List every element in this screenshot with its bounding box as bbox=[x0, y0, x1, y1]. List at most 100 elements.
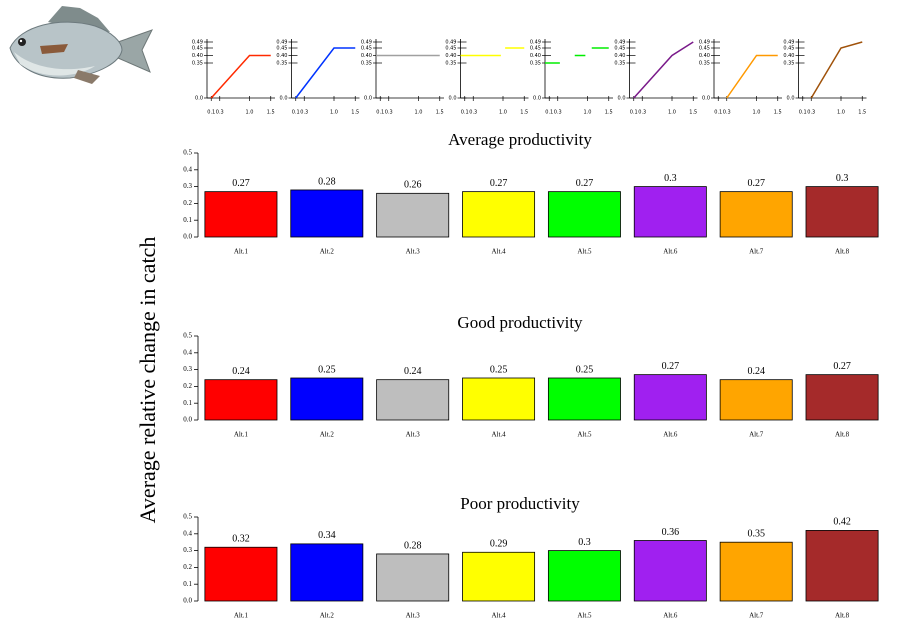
x-tick-label: 0.3 bbox=[807, 110, 815, 116]
y-tick-label: 0.0 bbox=[364, 96, 372, 102]
hcr-line bbox=[545, 48, 609, 63]
x-tick-label: Alt.4 bbox=[491, 612, 506, 620]
y-tick-label: 0.3 bbox=[183, 546, 192, 554]
bar bbox=[377, 554, 449, 601]
y-tick-label: 0.0 bbox=[183, 597, 192, 605]
x-tick-label: Alt.6 bbox=[663, 612, 678, 620]
value-label: 0.27 bbox=[747, 178, 765, 189]
x-tick-label: 1.0 bbox=[584, 110, 592, 116]
bar bbox=[634, 187, 706, 237]
bar bbox=[291, 378, 363, 420]
x-tick-label: 0.1 bbox=[714, 110, 722, 116]
x-tick-label: Alt.3 bbox=[406, 431, 421, 439]
bar bbox=[377, 380, 449, 420]
x-tick-label: Alt.5 bbox=[577, 431, 592, 439]
y-tick-label: 0.5 bbox=[183, 149, 192, 157]
y-tick-label: 0.35 bbox=[699, 61, 710, 67]
value-label: 0.3 bbox=[664, 173, 677, 184]
x-tick-label: 1.0 bbox=[668, 110, 676, 116]
y-tick-label: 0.1 bbox=[183, 399, 192, 407]
x-tick-label: Alt.3 bbox=[406, 612, 421, 620]
bar bbox=[720, 192, 792, 237]
y-tick-label: 0.49 bbox=[192, 40, 203, 46]
bar bbox=[806, 375, 878, 420]
x-tick-label: 1.5 bbox=[351, 110, 359, 116]
y-tick-label: 0.35 bbox=[445, 61, 456, 67]
x-tick-label: Alt.3 bbox=[406, 248, 421, 256]
bar bbox=[462, 378, 534, 420]
x-tick-label: 1.0 bbox=[837, 110, 845, 116]
bar bbox=[205, 192, 277, 237]
y-tick-label: 0.2 bbox=[183, 199, 192, 207]
x-tick-label: 1.5 bbox=[436, 110, 444, 116]
y-tick-label: 0.45 bbox=[276, 46, 287, 52]
bar bbox=[720, 542, 792, 601]
y-tick-label: 0.5 bbox=[183, 513, 192, 521]
hcr-line bbox=[211, 56, 271, 99]
x-tick-label: Alt.1 bbox=[234, 248, 249, 256]
y-tick-label: 0.49 bbox=[530, 40, 541, 46]
x-tick-label: 0.1 bbox=[376, 110, 384, 116]
y-tick-label: 0.35 bbox=[783, 61, 794, 67]
x-tick-label: 0.3 bbox=[469, 110, 477, 116]
bar bbox=[462, 192, 534, 237]
fish-illustration bbox=[10, 6, 152, 84]
y-tick-label: 0.2 bbox=[183, 563, 192, 571]
value-label: 0.26 bbox=[404, 180, 422, 191]
y-tick-label: 0.40 bbox=[699, 53, 710, 59]
y-tick-label: 0.0 bbox=[618, 96, 626, 102]
y-tick-label: 0.40 bbox=[614, 53, 625, 59]
x-tick-label: Alt.4 bbox=[491, 431, 506, 439]
bar bbox=[806, 530, 878, 601]
value-label: 0.3 bbox=[836, 173, 849, 184]
y-tick-label: 0.4 bbox=[183, 529, 192, 537]
y-tick-label: 0.45 bbox=[192, 46, 203, 52]
y-tick-label: 0.40 bbox=[276, 53, 287, 59]
y-tick-label: 0.40 bbox=[192, 53, 203, 59]
x-tick-label: Alt.8 bbox=[835, 431, 850, 439]
x-tick-label: 0.1 bbox=[461, 110, 469, 116]
value-label: 0.25 bbox=[318, 364, 336, 375]
y-tick-label: 0.0 bbox=[280, 96, 288, 102]
value-label: 0.27 bbox=[662, 361, 680, 372]
x-tick-label: Alt.1 bbox=[234, 431, 249, 439]
y-tick-label: 0.40 bbox=[530, 53, 541, 59]
y-tick-label: 0.35 bbox=[192, 61, 203, 67]
x-tick-label: 1.0 bbox=[246, 110, 254, 116]
y-tick-label: 0.49 bbox=[445, 40, 456, 46]
y-tick-label: 0.40 bbox=[361, 53, 372, 59]
value-label: 0.42 bbox=[833, 517, 851, 528]
y-tick-label: 0.5 bbox=[183, 332, 192, 340]
y-tick-label: 0.3 bbox=[183, 182, 192, 190]
y-tick-label: 0.40 bbox=[783, 53, 794, 59]
y-tick-label: 0.0 bbox=[183, 416, 192, 424]
x-tick-label: 1.5 bbox=[267, 110, 275, 116]
x-tick-label: 0.3 bbox=[723, 110, 731, 116]
y-tick-label: 0.45 bbox=[361, 46, 372, 52]
y-tick-label: 0.45 bbox=[614, 46, 625, 52]
x-tick-label: 1.5 bbox=[774, 110, 782, 116]
x-tick-label: 1.5 bbox=[605, 110, 613, 116]
y-tick-label: 0.1 bbox=[183, 580, 192, 588]
y-tick-label: 0.49 bbox=[614, 40, 625, 46]
value-label: 0.25 bbox=[490, 364, 508, 375]
x-tick-label: 1.0 bbox=[753, 110, 761, 116]
value-label: 0.28 bbox=[404, 540, 422, 551]
x-tick-label: Alt.7 bbox=[749, 612, 764, 620]
y-tick-label: 0.45 bbox=[445, 46, 456, 52]
x-tick-label: 0.1 bbox=[630, 110, 638, 116]
x-tick-label: 1.5 bbox=[858, 110, 866, 116]
x-tick-label: 0.1 bbox=[207, 110, 215, 116]
figure: Average relative change in catch 0.00.35… bbox=[0, 0, 897, 625]
x-tick-label: 0.3 bbox=[554, 110, 562, 116]
x-tick-label: Alt.4 bbox=[491, 248, 506, 256]
y-tick-label: 0.0 bbox=[702, 96, 710, 102]
value-label: 0.28 bbox=[318, 176, 336, 187]
value-label: 0.34 bbox=[318, 530, 336, 541]
y-tick-label: 0.35 bbox=[614, 61, 625, 67]
bar bbox=[548, 192, 620, 237]
y-tick-label: 0.35 bbox=[530, 61, 541, 67]
x-tick-label: Alt.6 bbox=[663, 248, 678, 256]
y-tick-label: 0.2 bbox=[183, 382, 192, 390]
value-label: 0.27 bbox=[490, 178, 508, 189]
